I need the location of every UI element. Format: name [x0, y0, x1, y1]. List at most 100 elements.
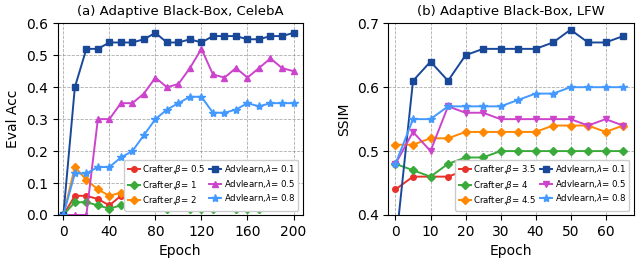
Advlearn,$\lambda$= 0.5 — [620, 124, 627, 127]
Line: Advlearn,$\lambda$= 0.8: Advlearn,$\lambda$= 0.8 — [59, 93, 298, 219]
Crafter,$\beta$= 4.5 — [497, 130, 504, 133]
Line: Crafter,$\beta$= 2: Crafter,$\beta$= 2 — [61, 164, 296, 218]
Crafter,$\beta$= 4 — [392, 162, 399, 166]
Crafter,$\beta$= 4 — [479, 156, 487, 159]
Crafter,$\beta$= 4 — [461, 156, 469, 159]
Advlearn,$\lambda$= 0.1 — [163, 41, 171, 44]
Crafter,$\beta$= 4.5 — [392, 143, 399, 146]
X-axis label: Epoch: Epoch — [490, 244, 532, 258]
Crafter,$\beta$= 4 — [514, 149, 522, 153]
Crafter,$\beta$= 0.5 — [83, 194, 90, 197]
Advlearn,$\lambda$= 0.5 — [221, 76, 228, 79]
Advlearn,$\lambda$= 0.5 — [278, 67, 286, 70]
Crafter,$\beta$= 0.5 — [232, 204, 240, 207]
Advlearn,$\lambda$= 0.1 — [532, 47, 540, 51]
Advlearn,$\lambda$= 0.5 — [117, 102, 125, 105]
Crafter,$\beta$= 0.5 — [209, 201, 217, 204]
Advlearn,$\lambda$= 0.1 — [221, 34, 228, 38]
Advlearn,$\lambda$= 0.1 — [71, 86, 79, 89]
Advlearn,$\lambda$= 0.5 — [140, 92, 148, 95]
Advlearn,$\lambda$= 0.5 — [186, 67, 194, 70]
Crafter,$\beta$= 4 — [409, 169, 417, 172]
Crafter,$\beta$= 3.5 — [479, 169, 487, 172]
Y-axis label: SSIM: SSIM — [337, 102, 351, 136]
Crafter,$\beta$= 0.5 — [71, 194, 79, 197]
Line: Advlearn,$\lambda$= 0.1: Advlearn,$\lambda$= 0.1 — [393, 27, 626, 250]
Advlearn,$\lambda$= 0.8 — [461, 105, 469, 108]
Line: Crafter,$\beta$= 1: Crafter,$\beta$= 1 — [61, 199, 296, 218]
Advlearn,$\lambda$= 0.5 — [255, 67, 263, 70]
Crafter,$\beta$= 4 — [602, 149, 609, 153]
Crafter,$\beta$= 0.5 — [106, 204, 113, 207]
Crafter,$\beta$= 1 — [198, 207, 205, 210]
Advlearn,$\lambda$= 0.1 — [83, 47, 90, 51]
Advlearn,$\lambda$= 0.1 — [479, 47, 487, 51]
Crafter,$\beta$= 4 — [427, 175, 435, 178]
Advlearn,$\lambda$= 0.5 — [290, 70, 298, 73]
Advlearn,$\lambda$= 0.1 — [209, 34, 217, 38]
Crafter,$\beta$= 4.5 — [479, 130, 487, 133]
Advlearn,$\lambda$= 0.1 — [60, 213, 67, 217]
Crafter,$\beta$= 3.5 — [620, 162, 627, 166]
Advlearn,$\lambda$= 0.8 — [152, 118, 159, 121]
Title: (b) Adaptive Black-Box, LFW: (b) Adaptive Black-Box, LFW — [417, 5, 605, 18]
Advlearn,$\lambda$= 0.8 — [117, 156, 125, 159]
Crafter,$\beta$= 2 — [106, 194, 113, 197]
Advlearn,$\lambda$= 0.8 — [620, 86, 627, 89]
Line: Advlearn,$\lambda$= 0.5: Advlearn,$\lambda$= 0.5 — [393, 104, 626, 167]
Advlearn,$\lambda$= 0.1 — [198, 41, 205, 44]
Crafter,$\beta$= 4.5 — [444, 137, 452, 140]
Title: (a) Adaptive Black-Box, CelebA: (a) Adaptive Black-Box, CelebA — [77, 5, 284, 18]
Advlearn,$\lambda$= 0.5 — [106, 118, 113, 121]
Advlearn,$\lambda$= 0.5 — [163, 86, 171, 89]
Advlearn,$\lambda$= 0.8 — [198, 95, 205, 98]
Advlearn,$\lambda$= 0.1 — [427, 60, 435, 63]
Crafter,$\beta$= 4.5 — [584, 124, 592, 127]
Advlearn,$\lambda$= 0.1 — [584, 41, 592, 44]
Crafter,$\beta$= 2 — [140, 197, 148, 200]
Crafter,$\beta$= 0.5 — [278, 197, 286, 200]
Advlearn,$\lambda$= 0.5 — [129, 102, 136, 105]
Crafter,$\beta$= 1 — [152, 201, 159, 204]
Crafter,$\beta$= 4.5 — [567, 124, 575, 127]
Crafter,$\beta$= 1 — [94, 204, 102, 207]
Advlearn,$\lambda$= 0.8 — [392, 162, 399, 166]
Advlearn,$\lambda$= 0.5 — [584, 124, 592, 127]
Crafter,$\beta$= 0.5 — [129, 191, 136, 194]
Crafter,$\beta$= 3.5 — [549, 169, 557, 172]
Line: Crafter,$\beta$= 4: Crafter,$\beta$= 4 — [393, 148, 626, 179]
Advlearn,$\lambda$= 0.1 — [129, 41, 136, 44]
Crafter,$\beta$= 1 — [163, 207, 171, 210]
Advlearn,$\lambda$= 0.8 — [94, 166, 102, 169]
Advlearn,$\lambda$= 0.8 — [444, 105, 452, 108]
Line: Crafter,$\beta$= 4.5: Crafter,$\beta$= 4.5 — [393, 123, 626, 147]
Crafter,$\beta$= 2 — [198, 204, 205, 207]
Crafter,$\beta$= 0.5 — [140, 197, 148, 200]
Advlearn,$\lambda$= 0.8 — [60, 213, 67, 217]
Advlearn,$\lambda$= 0.1 — [444, 79, 452, 82]
Advlearn,$\lambda$= 0.5 — [198, 47, 205, 51]
Crafter,$\beta$= 1 — [278, 204, 286, 207]
Advlearn,$\lambda$= 0.5 — [60, 213, 67, 217]
Advlearn,$\lambda$= 0.1 — [140, 38, 148, 41]
Crafter,$\beta$= 2 — [232, 194, 240, 197]
X-axis label: Epoch: Epoch — [159, 244, 202, 258]
Advlearn,$\lambda$= 0.1 — [392, 245, 399, 248]
Crafter,$\beta$= 2 — [71, 166, 79, 169]
Crafter,$\beta$= 2 — [152, 204, 159, 207]
Advlearn,$\lambda$= 0.8 — [290, 102, 298, 105]
Advlearn,$\lambda$= 0.8 — [244, 102, 252, 105]
Advlearn,$\lambda$= 0.8 — [83, 172, 90, 175]
Advlearn,$\lambda$= 0.1 — [409, 79, 417, 82]
Crafter,$\beta$= 3.5 — [409, 175, 417, 178]
Crafter,$\beta$= 1 — [290, 201, 298, 204]
Crafter,$\beta$= 4.5 — [549, 124, 557, 127]
Crafter,$\beta$= 1 — [186, 207, 194, 210]
Advlearn,$\lambda$= 0.1 — [117, 41, 125, 44]
Crafter,$\beta$= 4.5 — [514, 130, 522, 133]
Advlearn,$\lambda$= 0.8 — [427, 118, 435, 121]
Advlearn,$\lambda$= 0.1 — [497, 47, 504, 51]
Advlearn,$\lambda$= 0.1 — [514, 47, 522, 51]
Crafter,$\beta$= 1 — [83, 201, 90, 204]
Advlearn,$\lambda$= 0.1 — [255, 38, 263, 41]
